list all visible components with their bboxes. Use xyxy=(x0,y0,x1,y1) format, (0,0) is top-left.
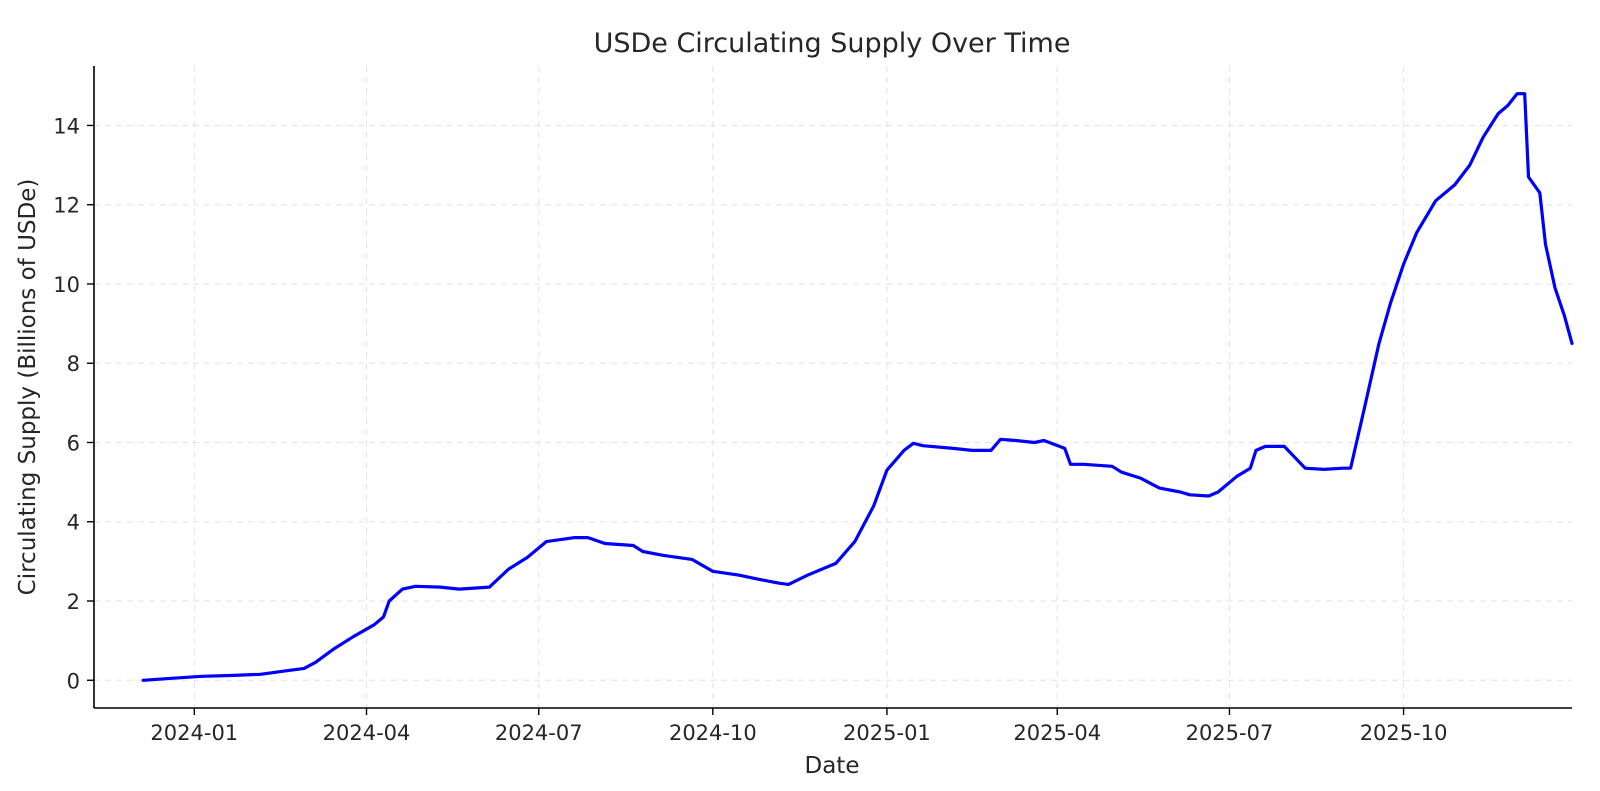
y-tick-label: 6 xyxy=(67,431,80,455)
y-tick-label: 14 xyxy=(53,114,80,138)
y-tick-label: 0 xyxy=(67,669,80,693)
x-tick-label: 2025-10 xyxy=(1360,721,1448,745)
x-tick-label: 2024-01 xyxy=(150,721,238,745)
x-axis-label: Date xyxy=(805,753,860,779)
series-line xyxy=(141,92,1574,682)
y-tick-label: 4 xyxy=(67,511,80,535)
y-tick-label: 8 xyxy=(67,352,80,376)
y-tick-label: 2 xyxy=(67,590,80,614)
ticks: 0 2 4 6 8 10 12 14 2024-01 2024-04 2024-07 2024-10 2… xyxy=(53,114,1447,745)
y-tick-label: 10 xyxy=(53,273,80,297)
y-tick-label: 12 xyxy=(53,194,80,218)
x-tick-label: 2025-07 xyxy=(1186,721,1274,745)
y-axis-label: Circulating Supply (Billions of USDe) xyxy=(15,179,41,596)
chart-title: USDe Circulating Supply Over Time xyxy=(594,28,1071,59)
plot-area xyxy=(141,92,1574,682)
x-tick-label: 2024-07 xyxy=(495,721,583,745)
x-tick-label: 2025-04 xyxy=(1013,721,1101,745)
grid xyxy=(94,66,1572,708)
axes xyxy=(93,66,1572,709)
x-tick-label: 2024-10 xyxy=(669,721,757,745)
x-tick-label: 2024-04 xyxy=(323,721,411,745)
x-tick-label: 2025-01 xyxy=(843,721,931,745)
